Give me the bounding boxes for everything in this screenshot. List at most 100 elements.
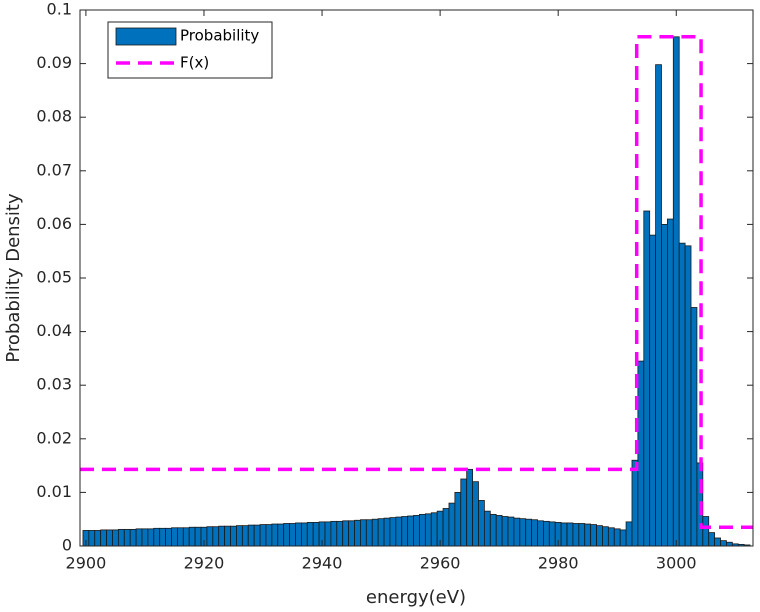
histogram-bar <box>135 528 143 546</box>
histogram-bar <box>466 468 473 546</box>
histogram-bar <box>489 513 497 546</box>
histogram-bar <box>637 360 645 546</box>
legend-label: F(x) <box>180 54 209 72</box>
histogram-bar <box>726 541 733 546</box>
histogram-bar <box>236 525 243 546</box>
y-tick-label: 0.06 <box>36 214 72 233</box>
histogram-bar <box>88 530 96 546</box>
histogram-bar <box>419 513 426 546</box>
histogram-bar <box>714 537 721 546</box>
histogram-bar <box>171 527 178 546</box>
histogram-bar <box>306 522 314 546</box>
histogram-bar <box>153 527 161 546</box>
histogram-bar <box>312 522 320 546</box>
histogram-bar <box>112 529 119 546</box>
histogram-bar <box>454 491 462 546</box>
histogram-bar <box>596 525 603 546</box>
histogram-bar <box>631 459 639 546</box>
histogram-bar <box>672 36 680 546</box>
histogram-bar <box>537 520 544 546</box>
histogram-bar <box>247 524 255 546</box>
y-tick-label: 0.03 <box>36 375 72 394</box>
x-tick-label: 2900 <box>66 554 107 573</box>
histogram-bar <box>129 528 137 546</box>
histogram-bar <box>678 242 686 546</box>
histogram-bar <box>702 516 710 546</box>
histogram-bar <box>283 523 290 546</box>
legend: Probability F(x) <box>107 21 273 79</box>
histogram-bar <box>324 521 332 546</box>
histogram-bar <box>330 520 338 546</box>
histogram-bar <box>194 526 202 546</box>
histogram-bar <box>395 516 403 546</box>
histogram-bar <box>165 527 172 546</box>
y-tick-label: 0.05 <box>36 268 72 287</box>
histogram-bar <box>230 525 237 546</box>
histogram-bar <box>643 210 651 546</box>
histogram-bar <box>501 516 509 546</box>
histogram-bar <box>265 524 273 546</box>
y-tick-label: 0.1 <box>47 0 72 19</box>
y-tick-label: 0.08 <box>36 107 72 126</box>
histogram-bar <box>666 218 674 546</box>
x-tick-label: 2920 <box>184 554 225 573</box>
histogram-bar <box>354 519 361 546</box>
histogram-bar <box>106 529 113 546</box>
histogram-bar <box>365 519 373 546</box>
histogram-bar <box>478 500 485 546</box>
y-tick-label: 0.07 <box>36 160 72 179</box>
histogram-bar <box>182 527 190 546</box>
histogram-bar <box>159 527 167 546</box>
plot-area <box>80 35 753 546</box>
histogram-bar <box>377 518 385 546</box>
y-tick-label: 0.09 <box>36 53 72 72</box>
histogram-bar <box>590 524 597 546</box>
histogram-bar <box>578 523 586 546</box>
histogram-bar <box>348 520 355 546</box>
histogram-bar <box>100 529 107 546</box>
histogram-bar <box>389 517 397 546</box>
histogram-bar <box>519 518 527 546</box>
x-axis-label: energy(eV) <box>366 587 466 608</box>
y-axis-label: Probability Density <box>3 193 24 363</box>
y-tick-label: 0 <box>62 536 72 555</box>
histogram-bar <box>625 521 633 546</box>
histogram-bar <box>655 64 662 546</box>
histogram-bar <box>424 513 432 546</box>
histogram-bar <box>206 526 214 546</box>
histogram-bar <box>371 518 379 546</box>
histogram-bar <box>560 522 568 546</box>
histogram-bar <box>241 525 249 546</box>
histogram-bar <box>613 528 621 546</box>
histogram-bar <box>259 524 267 546</box>
histogram-bar <box>289 523 296 546</box>
histogram-bar <box>548 521 556 546</box>
histogram-bar <box>147 528 155 546</box>
y-tick-label: 0.01 <box>36 482 72 501</box>
histogram-bar <box>543 520 550 546</box>
histogram-bar <box>448 502 456 546</box>
histogram-bar <box>690 307 698 546</box>
histogram-bar <box>495 515 503 546</box>
histogram-bar <box>708 532 716 546</box>
histogram-bar <box>177 527 184 546</box>
y-tick-label: 0.02 <box>36 428 72 447</box>
histogram-bar <box>430 512 438 546</box>
x-tick-label: 3000 <box>656 554 697 573</box>
histogram-bar <box>525 518 533 546</box>
histogram-bar <box>253 524 261 546</box>
histogram-bar <box>218 525 226 546</box>
histogram-bar <box>607 527 615 546</box>
histogram-bar <box>360 519 367 546</box>
histogram-bar <box>123 528 131 546</box>
histogram-bar <box>342 520 350 546</box>
x-tick-label: 2960 <box>420 554 461 573</box>
histogram-bar <box>483 510 491 546</box>
histogram-bar <box>212 526 220 546</box>
histogram-bar <box>94 530 102 546</box>
histogram-bar <box>661 223 668 546</box>
histogram-bar <box>566 522 574 546</box>
histogram-bar <box>300 522 308 546</box>
